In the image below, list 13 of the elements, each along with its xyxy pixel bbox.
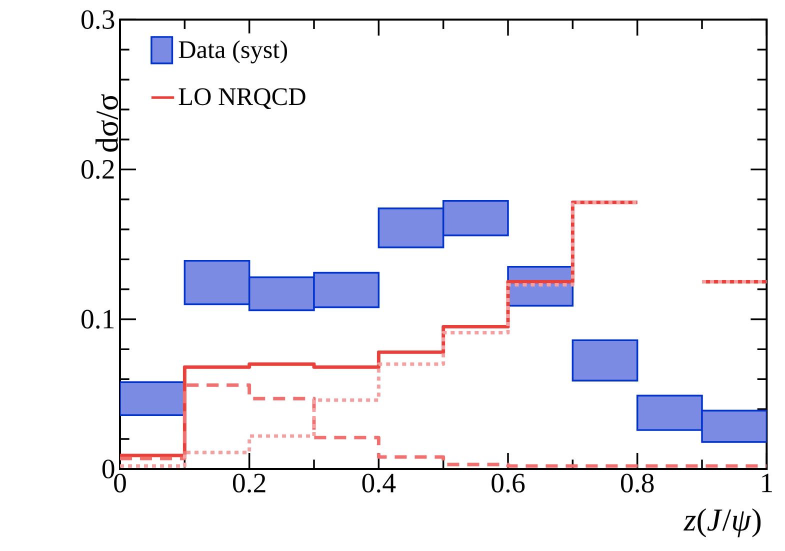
legend-label: Data (syst) [178, 40, 288, 64]
x-tick-label: 1 [762, 474, 772, 492]
y-tick-label: 0.1 [82, 310, 114, 329]
y-axis-title: dσ/σ [96, 94, 118, 152]
x-axis-title: z(J/ψ) [683, 508, 761, 538]
legend-label: LO NRQCD [178, 88, 306, 110]
x-tick-label: 0.2 [232, 474, 266, 493]
y-tick-label: 0 [102, 460, 114, 478]
x-tick-label: 0.8 [620, 474, 654, 493]
x-tick-label: 0.4 [362, 474, 396, 493]
y-tick-label: 0.2 [82, 160, 114, 179]
y-tick-label: 0.3 [82, 10, 114, 30]
x-tick-label: 0.6 [492, 474, 525, 493]
